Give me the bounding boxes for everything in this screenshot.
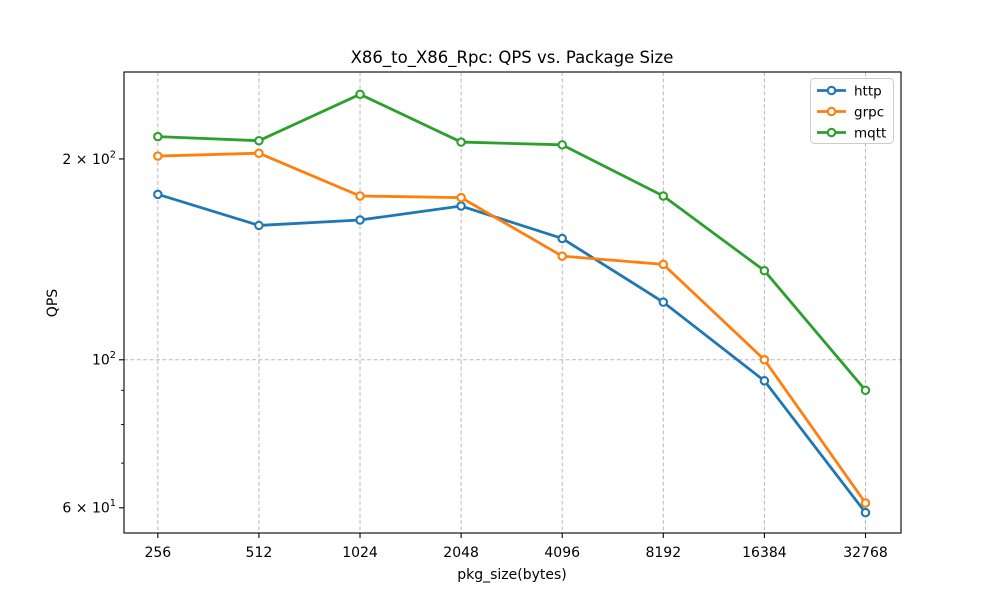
y-axis-label: QPS [45,289,61,317]
y-tick-label-100: 102 [92,350,116,369]
marker-grpc-8192 [658,259,669,270]
marker-mqtt-1024 [355,89,365,100]
x-tick-label-16384: 16384 [742,545,787,561]
plot-spines [123,71,902,534]
legend-marker-icon [826,85,837,96]
x-tick-label-32768: 32768 [843,545,888,561]
legend-label: http [854,84,882,100]
legend-marker-icon [826,127,837,138]
legend-entry-mqtt: mqtt [817,126,886,142]
marker-grpc-2048 [456,192,466,203]
y-tick-label-60: 6 × 101 [62,498,116,517]
marker-mqtt-8192 [658,191,669,201]
legend: http grpc mqtt [810,78,894,144]
series-line-http [156,192,867,515]
x-tick-label-2048: 2048 [443,545,479,561]
marker-mqtt-2048 [456,137,466,147]
marker-mqtt-512 [254,135,264,146]
x-tick-label-4096: 4096 [544,545,580,561]
y-tick-exponent: 2 [110,350,116,361]
axes-layer: 256 512 1024 2048 4096 8192 16384 32768 2 × 102 1… [62,71,902,561]
legend-marker-icon [826,106,837,117]
marker-http-2048 [456,201,466,211]
y-tick-exponent: 1 [110,498,116,509]
marker-http-4096 [557,233,567,244]
marker-mqtt-256 [153,131,163,142]
marker-http-256 [153,189,163,200]
series-line-grpc [156,151,867,505]
x-tick-label-512: 512 [246,545,273,561]
marker-grpc-4096 [557,251,567,261]
x-tick-label-1024: 1024 [342,545,378,561]
legend-entry-http: http [817,84,882,100]
marker-mqtt-32768 [860,385,871,396]
marker-http-512 [254,220,264,231]
x-axis-label: pkg_size(bytes) [457,567,567,583]
marker-http-16384 [759,376,770,386]
marker-http-32768 [860,507,871,518]
legend-entry-grpc: grpc [817,105,884,121]
marker-mqtt-16384 [759,265,770,276]
y-tick-label-200: 2 × 102 [62,149,116,168]
series-line-mqtt [156,92,867,392]
chart-title: X86_to_X86_Rpc: QPS vs. Package Size [351,48,674,68]
series-layer [153,89,871,518]
marker-grpc-32768 [860,498,871,508]
marker-http-1024 [355,215,365,225]
legend-label: mqtt [854,126,886,142]
marker-grpc-16384 [759,355,770,365]
x-tick-label-8192: 8192 [645,545,681,561]
marker-grpc-512 [254,148,264,158]
marker-http-8192 [658,297,669,307]
y-tick-exponent: 2 [110,149,116,160]
marker-mqtt-4096 [557,140,567,150]
marker-grpc-256 [153,151,163,161]
x-tick-label-256: 256 [144,545,171,561]
marker-grpc-1024 [355,191,365,201]
legend-label: grpc [854,105,884,121]
